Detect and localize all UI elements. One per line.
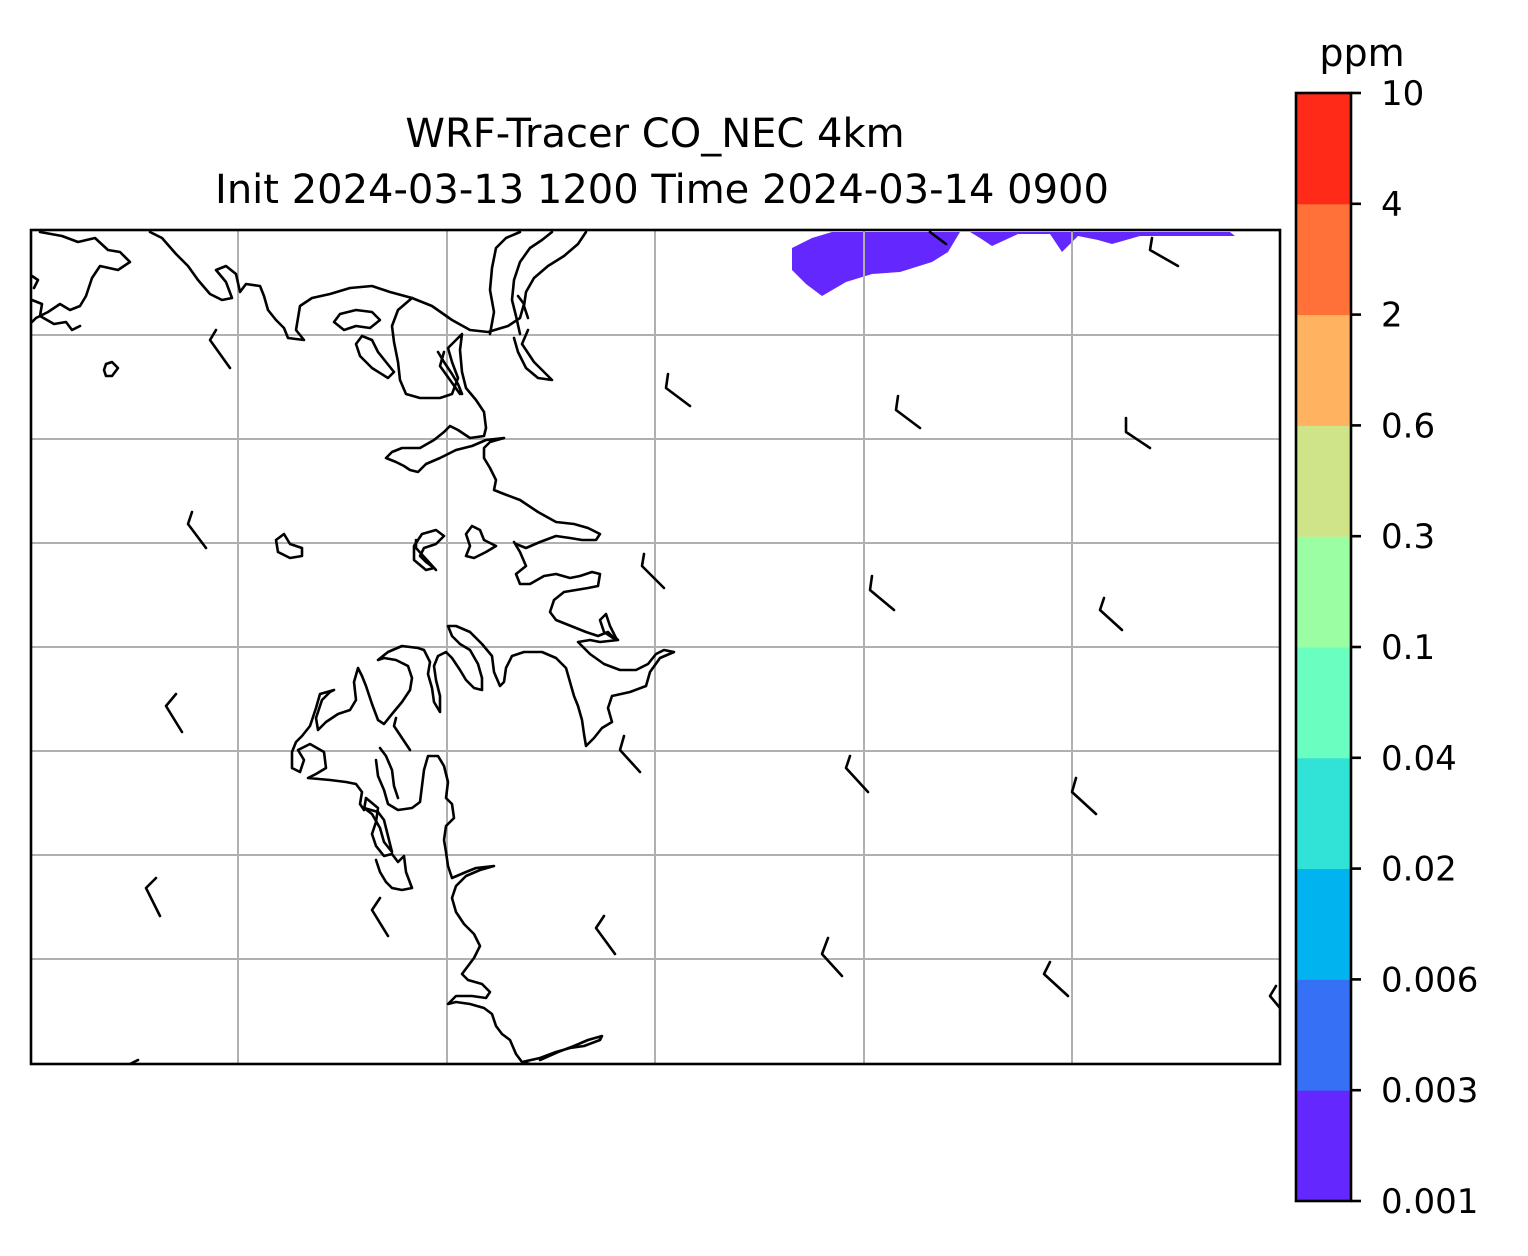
colorbar-band — [1296, 536, 1351, 648]
tracer-field-region — [792, 232, 1235, 296]
colorbar-tick-label: 0.02 — [1381, 850, 1457, 890]
wind-barb — [208, 328, 232, 370]
wind-barb — [1268, 984, 1280, 1010]
wind-barb — [438, 350, 462, 396]
colorbar: ppm 0.001 0.003 0.006 0.02 0.04 0.1 0.3 0.6 2 4 10 — [1294, 31, 1478, 1222]
colorbar-tick-label: 10 — [1381, 74, 1424, 114]
wind-barb — [414, 538, 438, 572]
coastline-northwest — [31, 230, 132, 332]
colorbar-band — [1296, 93, 1351, 205]
coastline-lake-west — [102, 360, 120, 378]
colorbar-tick-label: 4 — [1381, 185, 1403, 225]
colorbar-tick-label: 0.001 — [1381, 1182, 1478, 1222]
coastline-north-shore — [148, 230, 526, 342]
coastline-bay-inner — [354, 334, 396, 380]
colorbar-tick-label: 0.3 — [1381, 517, 1435, 557]
wind-barb — [618, 734, 642, 774]
wind-barb — [144, 876, 162, 918]
wind-barb — [164, 692, 184, 734]
wind-barbs — [128, 230, 1280, 1064]
coastline-inlet-south — [374, 754, 604, 1064]
coastline-channel — [378, 746, 400, 800]
colorbar-band — [1296, 757, 1351, 870]
wind-barb — [1124, 416, 1152, 450]
wind-barb — [370, 896, 390, 938]
colorbar-band — [1296, 425, 1351, 537]
wind-barb — [928, 230, 948, 246]
wind-barb — [1042, 960, 1070, 998]
colorbar-tick-label: 0.6 — [1381, 406, 1435, 446]
wind-barb — [820, 936, 844, 978]
map-subtitle: Init 2024-03-13 1200 Time 2024-03-14 090… — [215, 167, 1109, 213]
wind-barb — [594, 914, 617, 956]
wind-barb — [894, 394, 922, 430]
colorbar-band — [1296, 647, 1351, 759]
colorbar-tick-label: 0.1 — [1381, 628, 1435, 668]
colorbar-band — [1296, 1090, 1351, 1202]
coastline-lake-central — [274, 532, 304, 560]
map-title: WRF-Tracer CO_NEC 4km — [405, 111, 904, 157]
wind-barb — [1070, 776, 1098, 816]
coastline-central-east — [290, 540, 676, 892]
colorbar-tick-label: 0.003 — [1381, 1071, 1478, 1111]
coastline-island-2 — [412, 528, 446, 572]
coastline-central-west — [384, 296, 602, 550]
wind-barb — [186, 510, 208, 550]
colorbar-band — [1296, 868, 1351, 980]
coastline-island-3 — [464, 524, 498, 560]
colorbar-unit-label: ppm — [1319, 31, 1404, 75]
colorbar-tick-label: 0.04 — [1381, 739, 1457, 779]
coastline-island-1 — [332, 308, 382, 332]
colorbar-band — [1296, 314, 1351, 426]
coastlines — [31, 230, 676, 1064]
colorbar-band — [1296, 979, 1351, 1091]
coastline-river-west — [488, 230, 588, 382]
colorbar-band — [1296, 203, 1351, 316]
colorbar-tick-label: 0.006 — [1381, 960, 1478, 1000]
wind-barb — [1098, 596, 1124, 632]
wind-barb — [868, 574, 896, 612]
map-frame — [29, 228, 1282, 1066]
wind-barb — [844, 754, 870, 794]
wind-barb — [1148, 236, 1180, 268]
wind-barb — [640, 552, 666, 590]
gridlines — [31, 230, 1280, 1064]
wind-barb — [392, 716, 412, 752]
colorbar-ticks: 0.001 0.003 0.006 0.02 0.04 0.1 0.3 0.6 2 4 10 — [1351, 74, 1478, 1222]
map-panel — [29, 228, 1282, 1066]
coastline-island-4 — [362, 806, 394, 854]
wind-barb — [664, 372, 692, 408]
colorbar-tick-label: 2 — [1381, 296, 1403, 336]
colorbar-bands — [1296, 93, 1351, 1202]
